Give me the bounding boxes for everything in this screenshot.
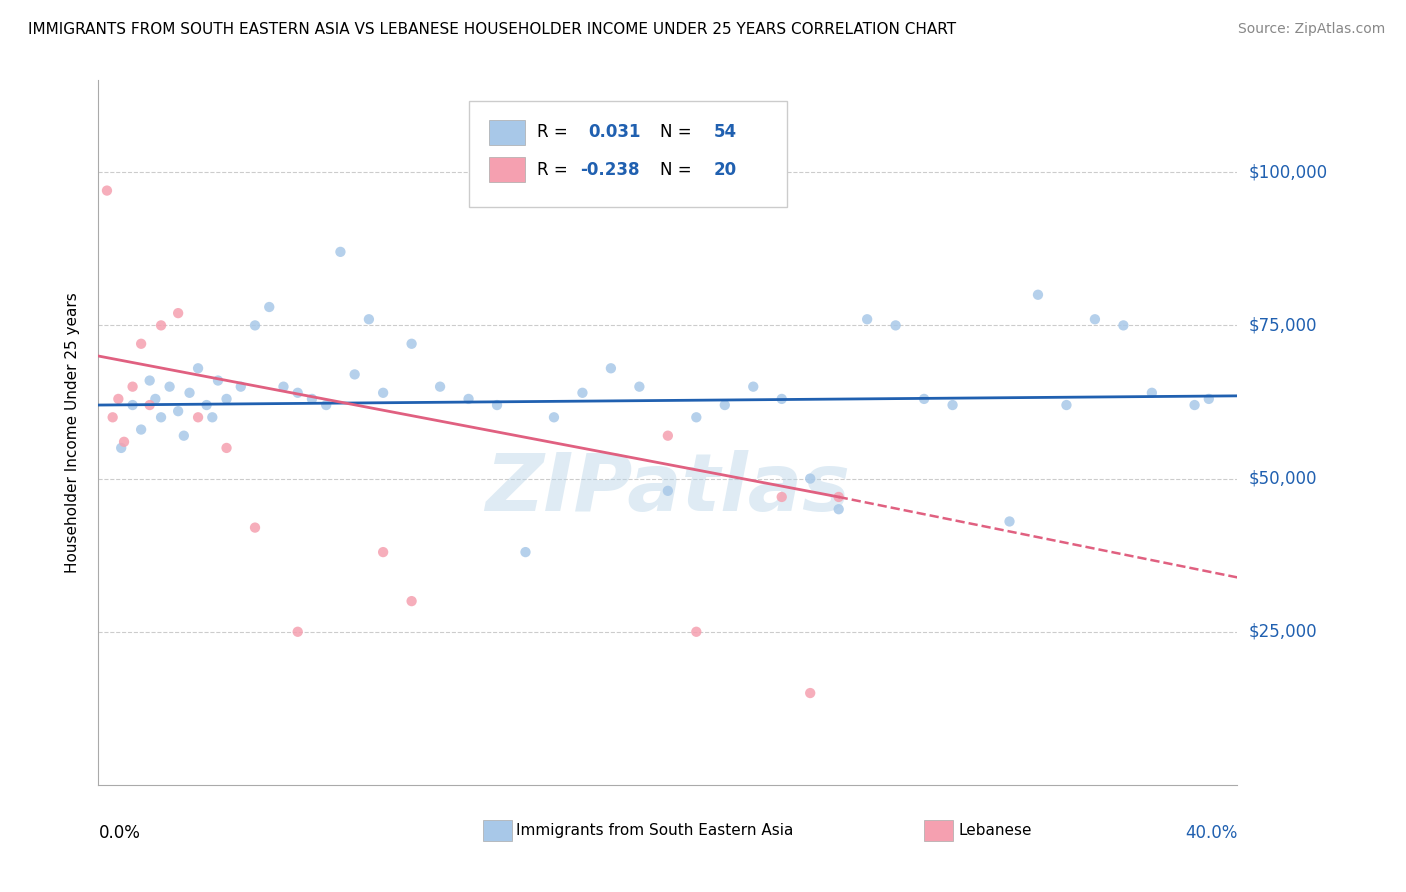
Point xyxy=(273,379,295,393)
Text: $25,000: $25,000 xyxy=(1249,623,1317,640)
Point xyxy=(195,398,218,412)
Text: Source: ZipAtlas.com: Source: ZipAtlas.com xyxy=(1237,22,1385,37)
Point xyxy=(287,624,309,639)
Point xyxy=(167,306,190,320)
Text: $100,000: $100,000 xyxy=(1249,163,1327,181)
Point xyxy=(486,398,509,412)
Point xyxy=(110,441,132,455)
Point xyxy=(942,398,965,412)
Point xyxy=(329,244,352,259)
Point xyxy=(315,398,337,412)
Point xyxy=(179,385,201,400)
Point xyxy=(429,379,451,393)
Point xyxy=(371,385,394,400)
Text: N =: N = xyxy=(659,161,692,178)
Text: IMMIGRANTS FROM SOUTH EASTERN ASIA VS LEBANESE HOUSEHOLDER INCOME UNDER 25 YEARS: IMMIGRANTS FROM SOUTH EASTERN ASIA VS LE… xyxy=(28,22,956,37)
Text: -0.238: -0.238 xyxy=(581,161,640,178)
Point xyxy=(187,361,209,376)
Text: R =: R = xyxy=(537,123,568,142)
Text: $75,000: $75,000 xyxy=(1249,317,1317,334)
Point xyxy=(685,624,707,639)
Text: R =: R = xyxy=(537,161,568,178)
Bar xyxy=(924,821,953,841)
Point xyxy=(657,483,679,498)
Point xyxy=(828,502,851,516)
Point xyxy=(243,520,266,534)
Text: 40.0%: 40.0% xyxy=(1185,823,1237,842)
Point xyxy=(145,392,167,406)
Text: 0.031: 0.031 xyxy=(588,123,641,142)
Point xyxy=(173,428,195,442)
Point xyxy=(657,428,679,442)
Text: Immigrants from South Eastern Asia: Immigrants from South Eastern Asia xyxy=(516,823,794,838)
Point xyxy=(1112,318,1135,333)
Point xyxy=(215,392,238,406)
Point xyxy=(371,545,394,559)
Text: 20: 20 xyxy=(713,161,737,178)
Point xyxy=(150,318,173,333)
Point xyxy=(799,472,821,486)
Point xyxy=(243,318,266,333)
Point xyxy=(714,398,737,412)
Point xyxy=(201,410,224,425)
Point xyxy=(215,441,238,455)
Point xyxy=(998,515,1021,529)
Point xyxy=(828,490,851,504)
Point xyxy=(1056,398,1078,412)
Point xyxy=(1184,398,1206,412)
Point xyxy=(884,318,907,333)
Point xyxy=(159,379,181,393)
Point xyxy=(856,312,879,326)
Point xyxy=(96,184,118,198)
Point xyxy=(742,379,765,393)
Bar xyxy=(489,120,526,145)
Point xyxy=(112,434,135,449)
Point xyxy=(1198,392,1220,406)
Bar xyxy=(489,157,526,183)
Point xyxy=(167,404,190,418)
Point xyxy=(770,392,793,406)
Text: N =: N = xyxy=(659,123,692,142)
Point xyxy=(1026,287,1049,301)
Point xyxy=(401,336,423,351)
Point xyxy=(101,410,124,425)
Point xyxy=(187,410,209,425)
Text: 0.0%: 0.0% xyxy=(98,823,141,842)
Y-axis label: Householder Income Under 25 years: Householder Income Under 25 years xyxy=(65,293,80,573)
Text: $50,000: $50,000 xyxy=(1249,469,1317,488)
Point xyxy=(138,374,160,388)
Point xyxy=(457,392,479,406)
Point xyxy=(129,336,152,351)
Point xyxy=(515,545,537,559)
Point xyxy=(357,312,380,326)
Point xyxy=(799,686,821,700)
Point xyxy=(121,379,143,393)
Text: 54: 54 xyxy=(713,123,737,142)
Point xyxy=(401,594,423,608)
Point xyxy=(685,410,707,425)
FancyBboxPatch shape xyxy=(468,102,787,207)
Point xyxy=(571,385,593,400)
Point xyxy=(770,490,793,504)
Point xyxy=(287,385,309,400)
Bar xyxy=(484,821,512,841)
Point xyxy=(121,398,143,412)
Point xyxy=(107,392,129,406)
Point xyxy=(1140,385,1163,400)
Point xyxy=(343,368,366,382)
Point xyxy=(259,300,281,314)
Point xyxy=(600,361,623,376)
Point xyxy=(150,410,173,425)
Point xyxy=(912,392,935,406)
Point xyxy=(129,423,152,437)
Point xyxy=(229,379,252,393)
Point xyxy=(628,379,651,393)
Text: Lebanese: Lebanese xyxy=(959,823,1032,838)
Point xyxy=(543,410,565,425)
Point xyxy=(138,398,160,412)
Point xyxy=(207,374,229,388)
Point xyxy=(301,392,323,406)
Point xyxy=(1084,312,1107,326)
Text: ZIPatlas: ZIPatlas xyxy=(485,450,851,528)
